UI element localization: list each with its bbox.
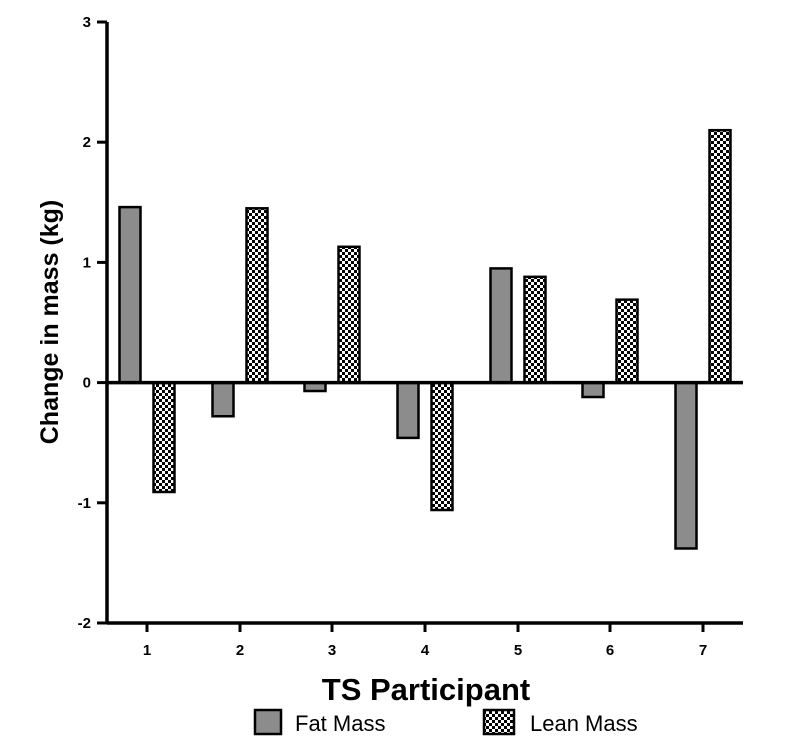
bar-fat-mass-1 — [118, 205, 142, 384]
legend-swatch-lean-mass — [482, 708, 516, 736]
bar-fat-mass-6 — [581, 381, 605, 399]
bar-fat-mass-2 — [211, 381, 235, 418]
x-tick-label: 7 — [699, 642, 707, 659]
bar-lean-mass-1 — [152, 381, 176, 494]
bar-lean-mass-4 — [430, 381, 454, 512]
bars-layer — [118, 128, 732, 550]
bar-lean-mass-3 — [337, 245, 361, 384]
x-axis-title: TS Participant — [322, 672, 530, 707]
bar-lean-mass-2 — [245, 207, 269, 384]
axes-layer: 3 2 1 0 -1 -2 1 2 3 4 5 6 7 — [78, 14, 743, 659]
y-tick-label: 2 — [83, 134, 91, 151]
bar-fat-mass-4 — [396, 381, 420, 440]
y-tick-label: 0 — [83, 375, 91, 392]
x-tick-label: 5 — [514, 642, 522, 659]
y-tick-label: 1 — [83, 254, 91, 271]
bar-fat-mass-7 — [674, 381, 698, 550]
x-tick-label: 4 — [421, 642, 430, 659]
legend-label-fat-mass: Fat Mass — [295, 711, 385, 736]
y-tick-label: -2 — [78, 615, 91, 632]
y-tick-label: -1 — [78, 495, 91, 512]
bar-lean-mass-7 — [708, 128, 732, 384]
legend: Fat Mass Lean Mass — [253, 708, 638, 736]
x-tick-label: 6 — [606, 642, 614, 659]
x-tick-label: 3 — [328, 642, 336, 659]
legend-label-lean-mass: Lean Mass — [530, 711, 638, 736]
bar-lean-mass-6 — [615, 298, 639, 384]
bar-lean-mass-5 — [523, 275, 547, 384]
x-tick-label: 1 — [143, 642, 151, 659]
bar-fat-mass-5 — [489, 267, 513, 384]
y-axis-title: Change in mass (kg) — [36, 200, 64, 445]
legend-swatch-fat-mass — [253, 708, 283, 736]
x-tick-label: 2 — [236, 642, 244, 659]
y-tick-label: 3 — [83, 14, 91, 31]
